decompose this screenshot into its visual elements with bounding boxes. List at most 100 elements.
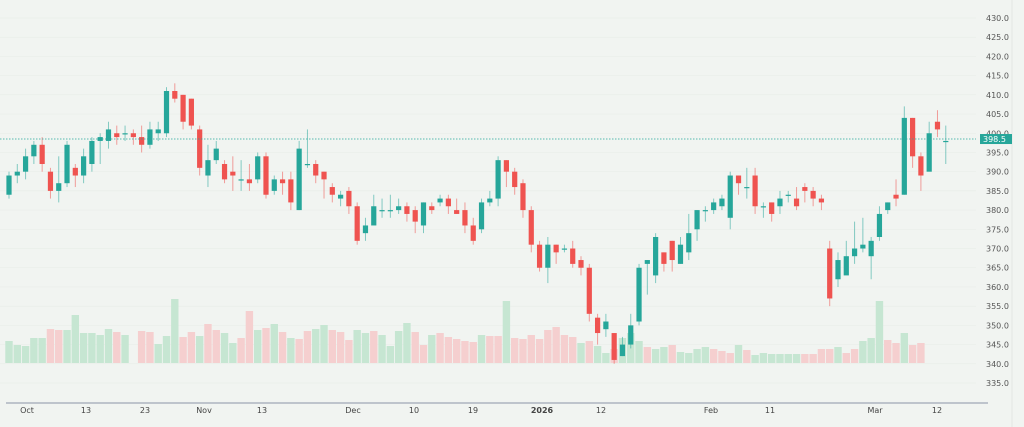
candle-body: [901, 117, 907, 195]
candle-body: [893, 194, 899, 199]
candle-body: [22, 156, 29, 172]
candle-body: [47, 171, 54, 191]
volume-bar: [96, 335, 104, 363]
volume-bar: [444, 337, 453, 363]
volume-bar: [270, 324, 278, 363]
candle-body: [188, 98, 194, 126]
volume-bar: [660, 347, 668, 363]
price-axis[interactable]: 430.0 425.0 420.0 415.0 410.0 405.0 400.0 395.0…: [986, 14, 1009, 388]
price-tick-label: 375.0: [986, 225, 1009, 234]
volume-bar: [585, 341, 593, 363]
volume-bar: [577, 343, 585, 363]
candle-body: [130, 133, 136, 138]
volume-bar: [295, 339, 303, 363]
volume-bar: [718, 351, 726, 363]
volume-bar: [419, 345, 428, 363]
volume-bar: [104, 329, 113, 363]
volume-bar: [701, 347, 710, 363]
candle-body: [81, 156, 87, 176]
price-tick-label: 395.0: [986, 148, 1009, 157]
candle-body: [271, 179, 277, 191]
volume-bar: [452, 339, 461, 363]
candle-body: [653, 236, 659, 276]
volume-bar: [569, 337, 577, 363]
candle-body: [594, 317, 601, 334]
volume-bar: [336, 332, 345, 363]
volume-bar: [900, 333, 909, 363]
price-tick-label: 340.0: [986, 360, 1009, 369]
candle-body: [6, 175, 12, 195]
candle-body: [702, 210, 708, 212]
candle-body: [197, 129, 203, 168]
price-tick-label: 400.0: [986, 129, 1009, 138]
volume-bar: [312, 329, 320, 363]
price-tick-label: 380.0: [986, 206, 1009, 215]
price-tick-label: 390.0: [986, 168, 1009, 177]
candle-body: [230, 171, 236, 176]
volume-bar: [262, 328, 270, 363]
date-tick-label: 23: [140, 406, 150, 415]
volume-bar: [743, 350, 751, 363]
candle-body: [89, 140, 95, 164]
candle-body: [619, 344, 626, 357]
volume-bar: [237, 338, 245, 363]
volume-bar: [651, 349, 660, 363]
price-tick-label: 405.0: [986, 110, 1009, 119]
volume-bar: [46, 329, 55, 363]
volume-bar: [13, 345, 21, 363]
candle-body: [843, 256, 849, 276]
volume-bar: [278, 332, 287, 363]
volume-bar: [345, 340, 353, 363]
volume-bar: [767, 354, 776, 363]
candle-body: [727, 175, 733, 218]
volume-bar: [303, 331, 312, 363]
candle-body: [470, 225, 476, 241]
volume-bar: [361, 333, 370, 363]
candle-body: [910, 117, 916, 157]
volume-bar: [187, 332, 196, 363]
volume-bar: [875, 301, 884, 363]
volume-bar: [378, 335, 386, 363]
volume-bar: [71, 315, 80, 363]
candle-body: [31, 144, 37, 157]
volume-bar: [287, 338, 295, 363]
volume-bar: [88, 333, 96, 363]
candle-body: [64, 144, 70, 184]
volume-bar: [784, 354, 792, 363]
price-candles: [6, 83, 949, 364]
time-axis[interactable]: Oct 13 23 Nov 13 Dec 10 19 2026 12 Feb 11 Mar 12: [20, 406, 942, 415]
volume-bar: [734, 345, 743, 363]
price-tick-label: 420.0: [986, 52, 1009, 61]
candle-body: [354, 206, 360, 241]
volume-bar: [867, 338, 875, 363]
volume-bar: [328, 330, 337, 363]
candle-body: [296, 148, 302, 211]
candle-body: [520, 183, 526, 211]
candle-body: [105, 129, 112, 141]
candle-body: [760, 206, 766, 208]
date-tick-label: Feb: [704, 406, 718, 415]
date-tick-label: 2026: [531, 406, 554, 415]
date-tick-label: Dec: [345, 406, 360, 415]
candle-body: [495, 160, 501, 199]
volume-bar: [635, 341, 643, 363]
date-tick-label: Nov: [196, 406, 212, 415]
volume-bar: [428, 335, 436, 363]
volume-bar: [593, 346, 602, 363]
candle-body: [553, 244, 559, 253]
volume-bar: [510, 338, 519, 363]
candle-body: [362, 225, 369, 234]
candle-body: [338, 194, 344, 199]
price-tick-label: 335.0: [986, 379, 1009, 388]
volume-bar: [817, 349, 826, 363]
candle-body: [437, 198, 443, 203]
volume-bar: [204, 324, 212, 363]
volume-bar: [63, 330, 71, 363]
volume-bar: [527, 335, 535, 363]
candle-body: [661, 252, 667, 264]
volume-bar: [113, 332, 121, 363]
candle-body: [155, 129, 161, 134]
candle-body: [221, 163, 228, 180]
candle-body: [478, 202, 485, 230]
